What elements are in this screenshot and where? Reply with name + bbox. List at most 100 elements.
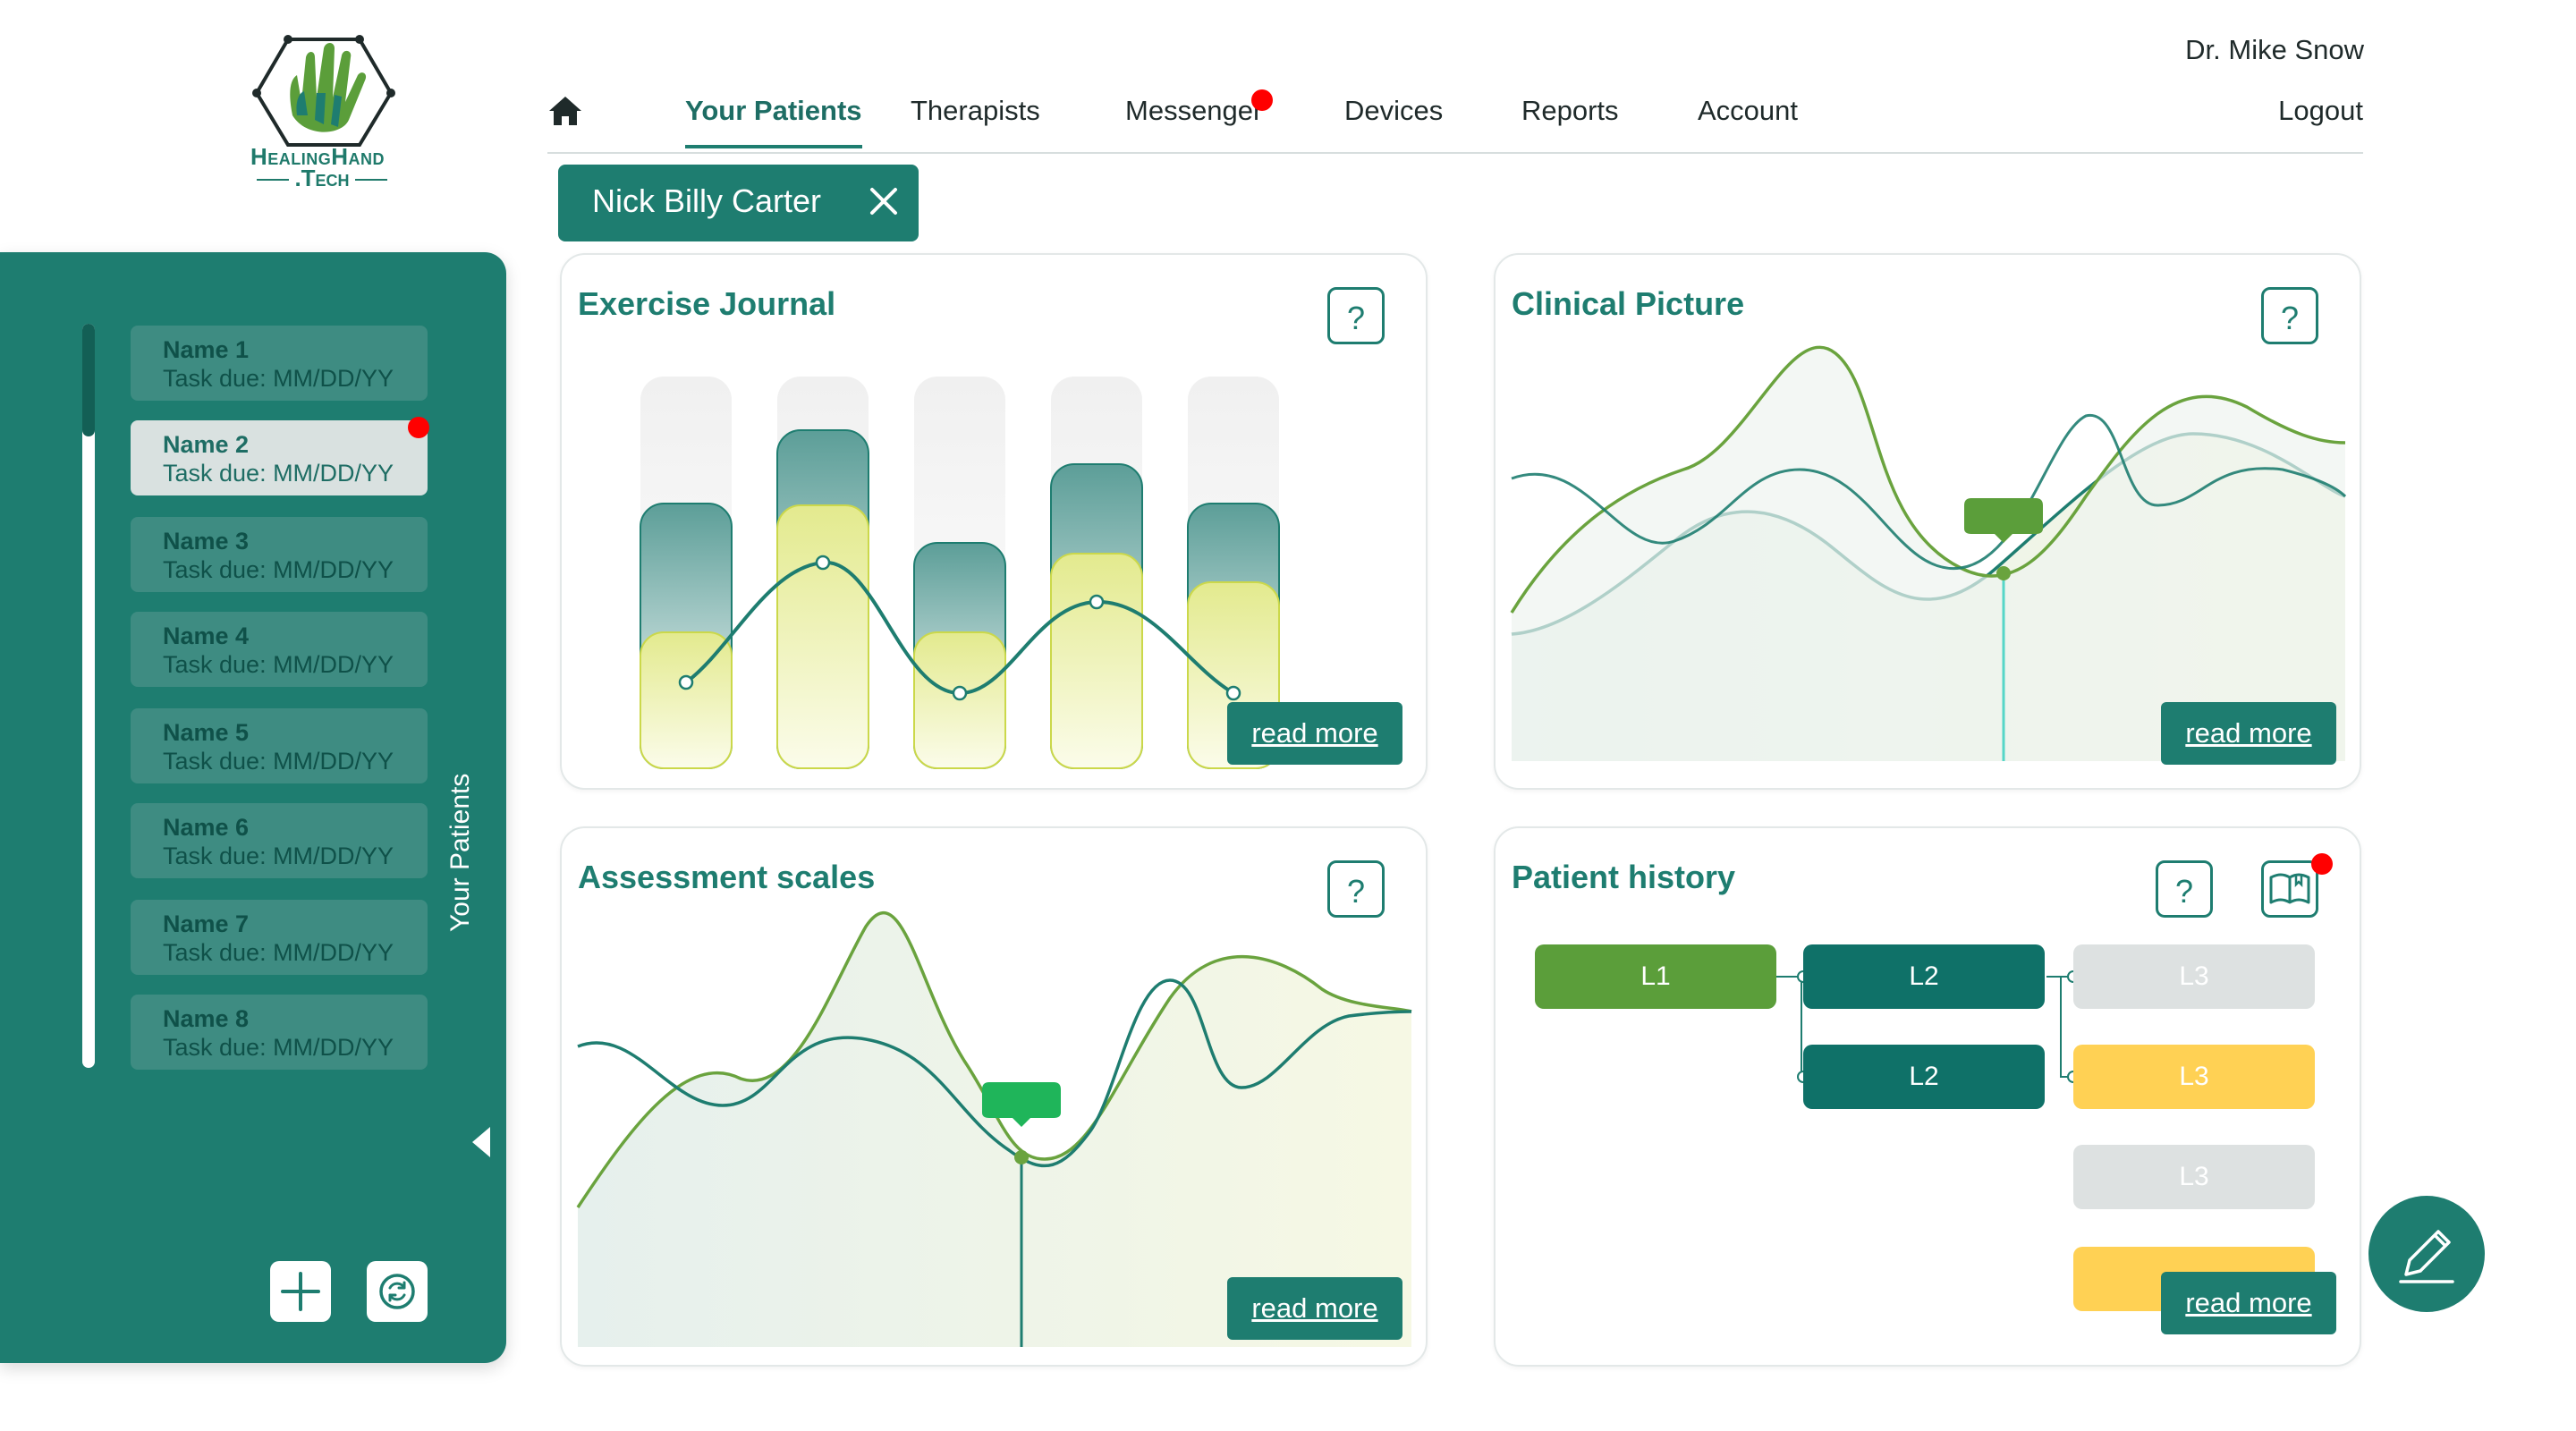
patient-history-card: Patient history ? L1 L2 L2 L3 L3 L3 read…	[1494, 826, 2361, 1367]
brand-name: HealingHand	[250, 143, 386, 170]
patient-task-due: Task due: MM/DD/YY	[163, 651, 394, 678]
series-line-2	[1510, 345, 2346, 614]
read-more-button[interactable]: read more	[1227, 702, 1402, 765]
help-button[interactable]: ?	[2261, 287, 2318, 344]
marker-point	[1996, 566, 2011, 580]
top-nav: Your Patients Therapists Messenger Devic…	[547, 89, 2363, 154]
close-icon[interactable]	[865, 182, 902, 220]
healing-hand-logo-icon	[252, 35, 395, 147]
book-icon	[2269, 873, 2310, 904]
tab-devices[interactable]: Devices	[1344, 95, 1444, 126]
add-patient-button[interactable]	[270, 1261, 331, 1322]
pencil-icon	[2399, 1230, 2454, 1283]
sidebar-scrollbar[interactable]	[82, 324, 95, 1068]
trend-point	[1225, 685, 1241, 701]
patient-task-due: Task due: MM/DD/YY	[163, 1034, 394, 1061]
card-title: Exercise Journal	[578, 285, 836, 322]
patient-name: Name 4	[163, 622, 250, 649]
patient-task-due: Task due: MM/DD/YY	[163, 556, 394, 583]
tab-account[interactable]: Account	[1698, 95, 1799, 126]
history-node-l1[interactable]: L1	[1535, 944, 1776, 1009]
journal-notification-badge	[2311, 853, 2333, 875]
help-button[interactable]: ?	[1327, 860, 1385, 918]
exercise-journal-chart	[640, 377, 1280, 769]
journal-button[interactable]	[2261, 860, 2318, 918]
patient-name: Name 5	[163, 719, 250, 746]
tab-therapists[interactable]: Therapists	[911, 95, 1040, 126]
marker-point	[1014, 1150, 1029, 1164]
logo: HealingHand .Tech	[242, 30, 402, 200]
patient-item-6[interactable]: Name 6 Task due: MM/DD/YY	[131, 803, 428, 878]
tab-reports[interactable]: Reports	[1521, 95, 1619, 126]
card-title: Clinical Picture	[1512, 285, 1745, 322]
series-line-1	[576, 910, 1412, 1208]
exercise-journal-card: Exercise Journal ? read more	[560, 253, 1428, 790]
assessment-scales-card: Assessment scales ? read more	[560, 826, 1428, 1367]
patient-task-due: Task due: MM/DD/YY	[163, 365, 394, 392]
refresh-button[interactable]	[367, 1261, 428, 1322]
bar-4	[1050, 377, 1143, 769]
patient-notification-badge	[408, 417, 429, 438]
help-button[interactable]: ?	[2156, 860, 2213, 918]
messenger-notification-badge	[1251, 89, 1274, 111]
clinical-picture-card: Clinical Picture ? read more	[1494, 253, 2361, 790]
edit-button[interactable]	[2368, 1196, 2485, 1312]
tab-messenger-label: Messenger	[1125, 95, 1263, 126]
patient-item-2[interactable]: Name 2 Task due: MM/DD/YY	[131, 417, 429, 495]
trend-point	[678, 674, 694, 690]
history-node-l2[interactable]: L2	[1803, 944, 2045, 1009]
marker-tooltip[interactable]	[982, 1082, 1061, 1127]
bar-3	[913, 377, 1006, 769]
tab-messenger[interactable]: Messenger	[1125, 89, 1274, 127]
collapse-arrow-icon[interactable]	[472, 1127, 490, 1157]
sidebar-toggle-label[interactable]: Your Patients	[445, 773, 475, 932]
patient-name: Name 6	[163, 814, 250, 841]
patient-name: Name 8	[163, 1005, 250, 1032]
patient-name: Name 1	[163, 336, 250, 363]
bar-1	[640, 377, 733, 769]
patient-item-3[interactable]: Name 3 Task due: MM/DD/YY	[131, 517, 428, 592]
patient-item-4[interactable]: Name 4 Task due: MM/DD/YY	[131, 612, 428, 687]
series-line-3	[1511, 414, 2347, 570]
card-title: Assessment scales	[578, 859, 876, 895]
marker-tooltip[interactable]	[1964, 498, 2043, 543]
patient-item-5[interactable]: Name 5 Task due: MM/DD/YY	[131, 708, 428, 783]
patient-task-due: Task due: MM/DD/YY	[163, 843, 394, 869]
history-node-l3[interactable]: L3	[2073, 1045, 2315, 1109]
patient-task-due: Task due: MM/DD/YY	[163, 460, 394, 487]
home-icon[interactable]	[547, 93, 583, 129]
clinical-picture-chart	[1510, 345, 2347, 761]
brand-suffix: .Tech	[242, 165, 402, 192]
patients-sidebar: Name 1 Task due: MM/DD/YY Name 2 Task du…	[0, 252, 506, 1363]
patient-item-8[interactable]: Name 8 Task due: MM/DD/YY	[131, 995, 428, 1070]
read-more-button[interactable]: read more	[2161, 1272, 2336, 1334]
patient-item-1[interactable]: Name 1 Task due: MM/DD/YY	[131, 326, 428, 401]
logout-link[interactable]: Logout	[2278, 95, 2363, 126]
patient-name: Name 3	[163, 528, 250, 555]
refresh-icon	[379, 1274, 415, 1309]
history-node-l3[interactable]: L3	[2073, 944, 2315, 1009]
history-node-l2[interactable]: L2	[1803, 1045, 2045, 1109]
assessment-scales-chart	[576, 910, 1412, 1347]
brand-suffix-text: .Tech	[294, 165, 350, 191]
trend-point	[1089, 594, 1105, 610]
help-button[interactable]: ?	[1327, 287, 1385, 344]
patient-name: Name 7	[163, 910, 250, 937]
read-more-button[interactable]: read more	[1227, 1277, 1402, 1340]
patient-item-7[interactable]: Name 7 Task due: MM/DD/YY	[131, 900, 428, 975]
plus-icon	[281, 1272, 320, 1311]
trend-point	[815, 555, 831, 571]
card-title: Patient history	[1512, 859, 1736, 895]
tab-your-patients[interactable]: Your Patients	[685, 95, 862, 148]
patient-task-due: Task due: MM/DD/YY	[163, 939, 394, 966]
selected-patient-name: Nick Billy Carter	[592, 182, 822, 219]
patient-task-due: Task due: MM/DD/YY	[163, 748, 394, 775]
sidebar-scrollbar-thumb[interactable]	[82, 324, 95, 436]
read-more-button[interactable]: read more	[2161, 702, 2336, 765]
history-node-l3[interactable]: L3	[2073, 1145, 2315, 1209]
trend-point	[952, 685, 968, 701]
patient-name: Name 2	[163, 431, 250, 458]
doctor-name: Dr. Mike Snow	[2185, 34, 2364, 65]
selected-patient-chip[interactable]: Nick Billy Carter	[558, 165, 919, 241]
series-line-2	[577, 978, 1412, 1168]
